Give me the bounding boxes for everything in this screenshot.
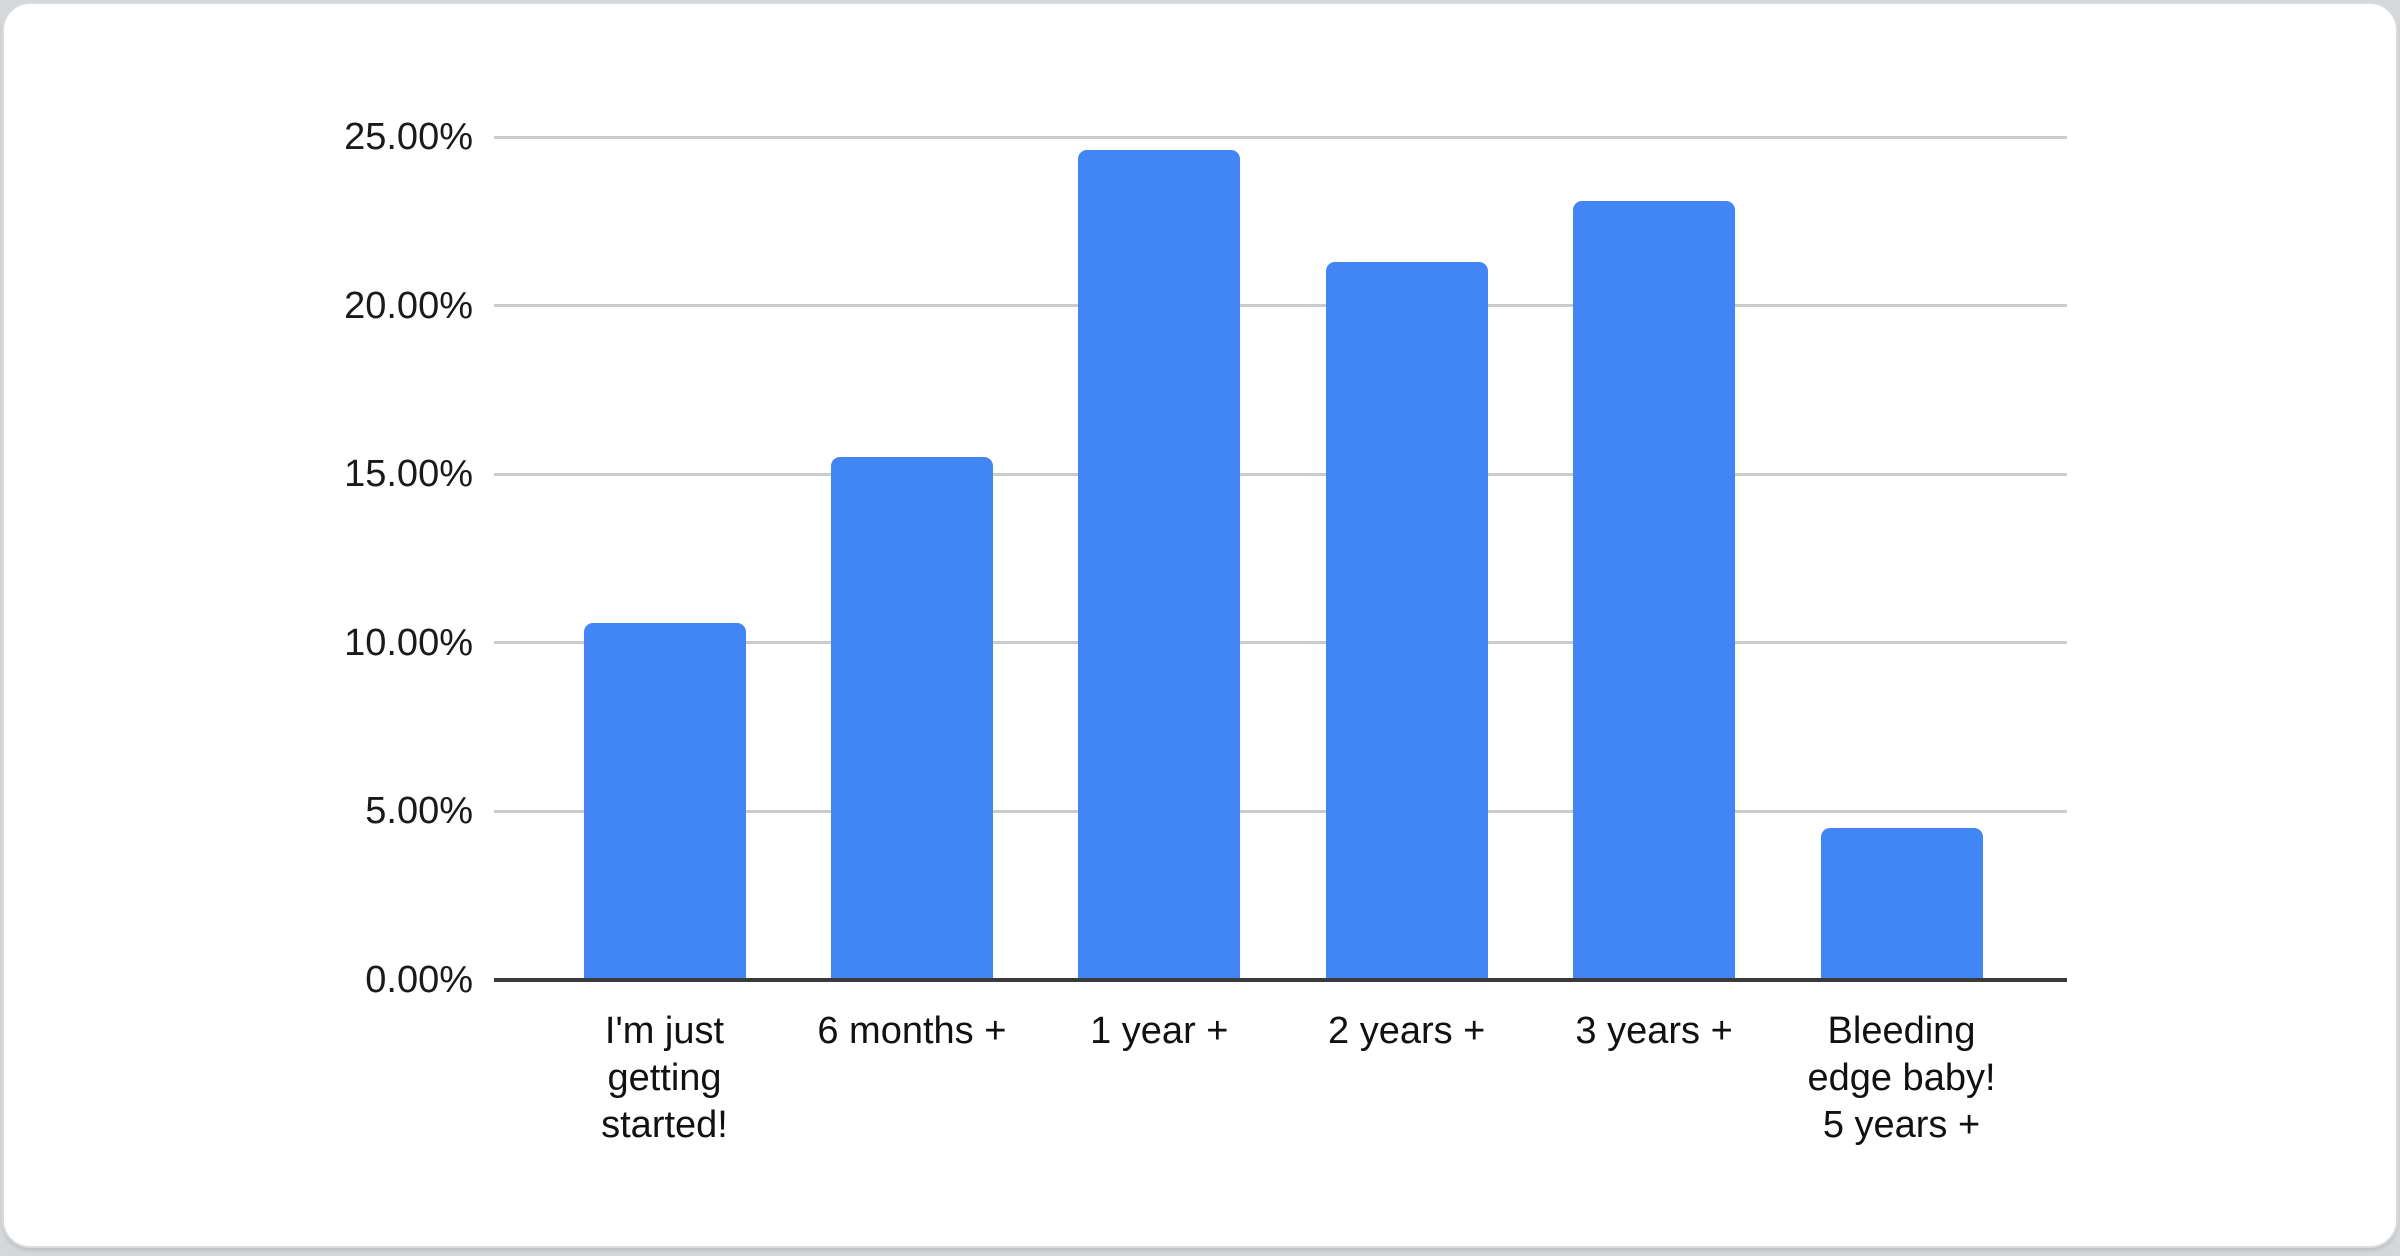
gridline: [494, 135, 2067, 139]
y-tick-label: 20.00%: [344, 284, 473, 327]
category-label-line: edge baby!: [1807, 1057, 1996, 1099]
gridline: [494, 641, 2067, 645]
category-label-line: 5 years +: [1822, 1104, 1981, 1146]
category-label: 1 year +: [1044, 1008, 1274, 1055]
category-label-line: started!: [601, 1104, 728, 1146]
x-axis-line: [494, 978, 2067, 982]
y-tick-label: 0.00%: [365, 959, 473, 1001]
bar: [583, 622, 746, 980]
bar: [1325, 261, 1488, 980]
gridline: [494, 472, 2067, 476]
gridline: [494, 809, 2067, 813]
category-label-line: 3 years +: [1575, 1010, 1733, 1052]
bar: [1573, 201, 1736, 980]
y-tick-label: 15.00%: [344, 453, 473, 496]
category-label: I'm just getting started!: [550, 1008, 780, 1149]
category-label-line: I'm just: [604, 1010, 725, 1052]
category-label-line: 6 months +: [817, 1010, 1007, 1052]
bar: [830, 457, 993, 980]
category-label-line: Bleeding: [1827, 1010, 1976, 1052]
category-label-line: getting: [607, 1057, 722, 1099]
category-label: Bleeding edge baby! 5 years +: [1787, 1008, 2017, 1149]
gridline: [494, 304, 2067, 308]
bar: [1078, 150, 1241, 980]
category-label: 6 months +: [797, 1008, 1027, 1055]
y-tick-label: 25.00%: [344, 116, 473, 158]
y-tick-label: 10.00%: [344, 621, 473, 664]
category-label-line: 2 years +: [1328, 1010, 1486, 1052]
category-label: 2 years +: [1292, 1008, 1522, 1055]
y-tick-label: 5.00%: [365, 790, 473, 833]
category-label: 3 years +: [1539, 1008, 1769, 1055]
category-label-line: 1 year +: [1090, 1010, 1229, 1052]
bar: [1820, 828, 1983, 980]
